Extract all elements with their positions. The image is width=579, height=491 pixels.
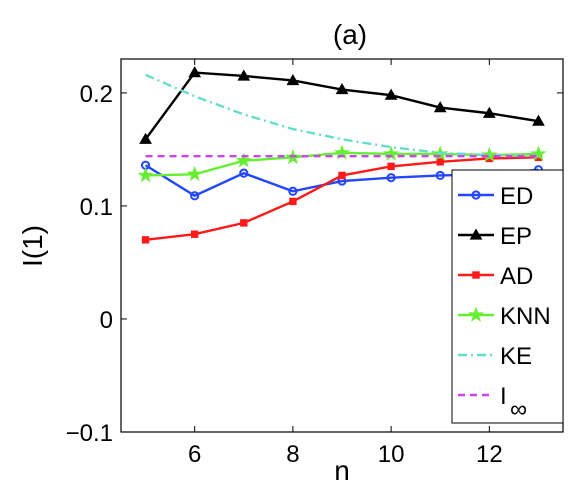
x-tick-label: 6 [188,441,201,468]
legend-swatch-marker [468,306,484,322]
data-point-ad [387,162,395,171]
legend-item-ke: KE [458,343,532,370]
data-point-ep [532,114,545,126]
data-point-ad [436,158,444,166]
data-point-ed [239,168,249,178]
chart-title: (a) [333,19,367,50]
data-point-ed [435,170,445,181]
y-tick-label: −0.1 [66,420,113,447]
y-tick-label: 0.1 [80,194,113,221]
y-axis-label: I(1) [17,225,48,267]
legend-swatch-marker [469,228,483,240]
x-axis-label: n [334,455,350,486]
legend-label: KNN [500,303,551,330]
series-line-ep [144,71,539,140]
series-ke [145,73,539,158]
data-point-ep [237,69,251,81]
y-tick-label: 0.2 [80,81,113,108]
data-point-ep [482,106,496,118]
data-point-ad [141,236,150,244]
legend-item-i: I ∞ [458,383,527,423]
data-point-knn [137,167,154,183]
data-point-knn [186,165,203,182]
data-point-ed [386,173,396,183]
data-point-ep [188,66,202,78]
data-point-ep [335,83,349,95]
data-point-knn [235,152,252,168]
data-point-ad [240,219,248,227]
legend-box [451,169,564,424]
legend: ED EP AD KNN KE I ∞ [451,169,564,424]
legend-label: EP [500,223,532,250]
data-point-ad [289,197,297,206]
data-point-ep [139,132,152,144]
legend-item-ad: AD [458,263,533,290]
legend-label: I [500,383,507,410]
data-point-knn [383,145,400,161]
data-point-ed [190,191,200,201]
legend-label: ED [500,183,533,210]
data-point-ed [288,186,298,196]
legend-swatch-marker [471,190,481,200]
legend-label-subscript: ∞ [510,396,527,423]
axis-ticks: 6 8 10 12 −0.1 0 0.1 0.2 [66,59,563,468]
legend-item-ep: EP [458,223,532,250]
series-ep [139,66,545,144]
data-point-ep [286,73,300,86]
plot-area [137,66,547,244]
legend-item-ed: ED [458,183,533,210]
legend-item-knn: KNN [458,303,551,330]
y-tick-label: 0 [100,307,113,334]
x-tick-label: 12 [476,441,503,468]
data-point-ep [384,88,398,100]
legend-label: AD [500,263,533,290]
legend-label: KE [500,343,532,370]
x-tick-label: 10 [378,441,405,468]
x-tick-label: 8 [286,441,299,468]
data-point-ad [338,171,346,180]
data-point-knn [530,145,547,161]
data-point-ad [190,230,199,238]
legend-swatch-marker [472,271,480,279]
series-line-ke [145,73,539,158]
data-point-ep [433,101,447,113]
